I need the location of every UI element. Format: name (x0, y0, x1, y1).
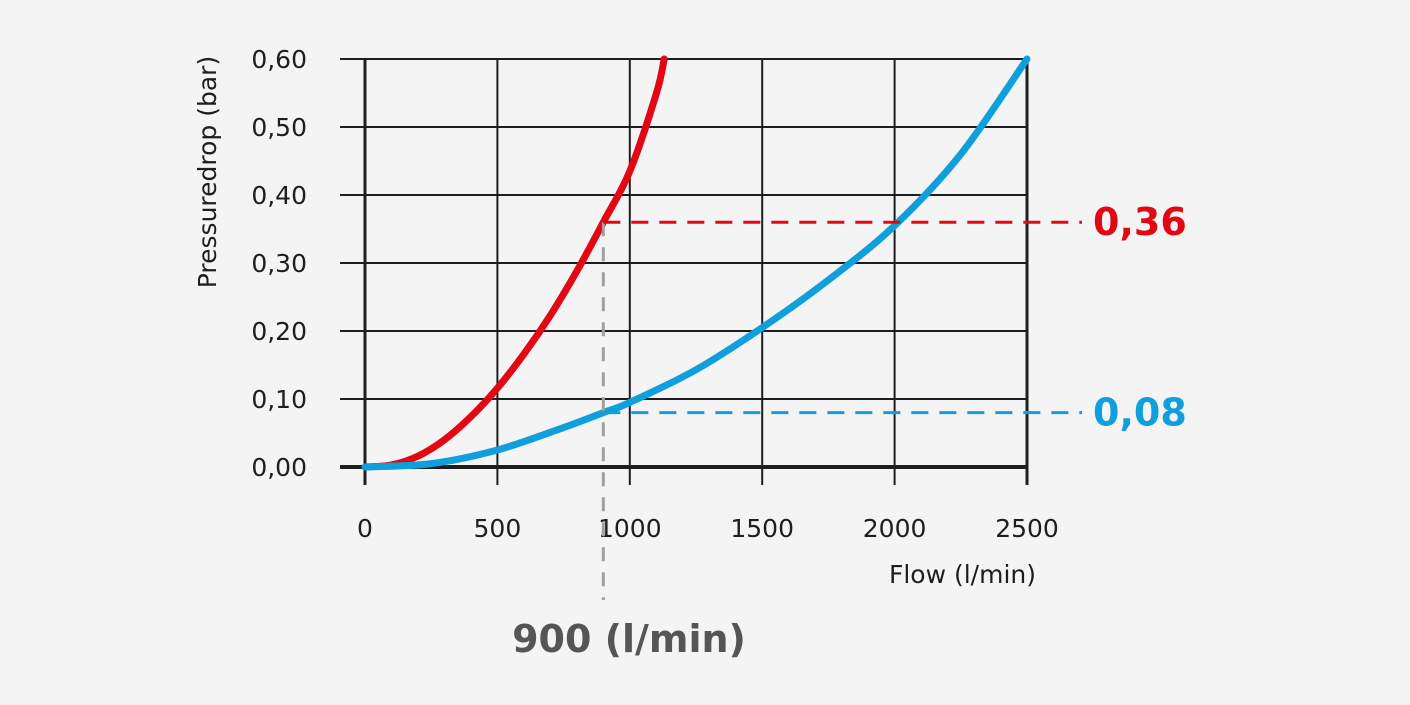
y-tick-label: 0,20 (251, 317, 307, 346)
x-tick-label: 0 (357, 514, 373, 543)
x-tick-label: 2500 (995, 514, 1059, 543)
y-tick-label: 0,00 (251, 453, 307, 482)
y-axis-label: Pressuredrop (bar) (193, 56, 222, 288)
y-tick-label: 0,30 (251, 249, 307, 278)
x-tick-label: 2000 (863, 514, 927, 543)
grid (340, 58, 1029, 485)
y-tick-label: 0,60 (251, 45, 307, 74)
x-tick-label: 500 (474, 514, 522, 543)
x-tick-label: 1500 (730, 514, 794, 543)
y-marker-label-0: 0,36 (1093, 200, 1187, 244)
x-tick-label: 1000 (598, 514, 662, 543)
y-tick-labels: 0,00 0,10 0,20 0,30 0,40 0,50 0,60 (251, 45, 307, 482)
axes (340, 59, 1027, 485)
series-line-1 (361, 55, 1031, 471)
x-marker-label: 900 (l/min) (512, 617, 746, 661)
y-tick-label: 0,40 (251, 181, 307, 210)
y-tick-label: 0,10 (251, 385, 307, 414)
y-marker-label-1: 0,08 (1093, 391, 1187, 435)
x-axis-label: Flow (l/min) (889, 560, 1036, 589)
y-tick-label: 0,50 (251, 113, 307, 142)
x-tick-labels: 0 500 1000 1500 2000 2500 (357, 514, 1059, 543)
reference-markers: 900 (l/min) 0,36 0,08 (512, 200, 1187, 661)
series-line-0 (361, 55, 668, 471)
series-lines (361, 55, 1031, 471)
